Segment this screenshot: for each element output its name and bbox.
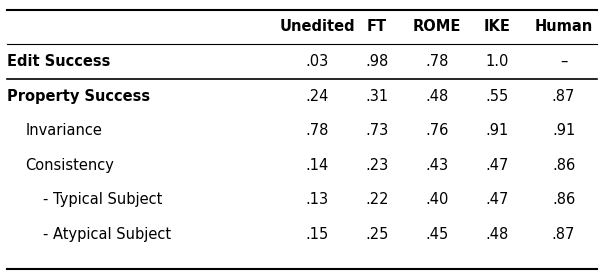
Text: .24: .24 [306,89,329,104]
Text: .14: .14 [306,158,329,173]
Text: Human: Human [535,19,593,34]
Text: ROME: ROME [413,19,461,34]
Text: .87: .87 [552,227,575,242]
Text: - Atypical Subject: - Atypical Subject [43,227,172,242]
Text: Property Success: Property Success [7,89,150,104]
Text: .48: .48 [486,227,509,242]
Text: .25: .25 [365,227,389,242]
Text: .76: .76 [426,123,449,138]
Text: .03: .03 [306,54,329,69]
Text: Edit Success: Edit Success [7,54,111,69]
Text: .31: .31 [365,89,389,104]
Text: Unedited: Unedited [279,19,355,34]
Text: Consistency: Consistency [25,158,114,173]
Text: .47: .47 [486,192,509,208]
Text: .91: .91 [552,123,575,138]
Text: .22: .22 [365,192,389,208]
Text: –: – [560,54,567,69]
Text: .87: .87 [552,89,575,104]
Text: Invariance: Invariance [25,123,102,138]
Text: .86: .86 [552,158,575,173]
Text: FT: FT [367,19,387,34]
Text: 1.0: 1.0 [486,54,509,69]
Text: .91: .91 [486,123,509,138]
Text: IKE: IKE [484,19,511,34]
Text: .45: .45 [426,227,449,242]
Text: .73: .73 [365,123,389,138]
Text: .98: .98 [365,54,389,69]
Text: .48: .48 [426,89,449,104]
Text: .13: .13 [306,192,329,208]
Text: .47: .47 [486,158,509,173]
Text: .23: .23 [365,158,389,173]
Text: .55: .55 [486,89,509,104]
Text: - Typical Subject: - Typical Subject [43,192,163,208]
Text: .43: .43 [426,158,449,173]
Text: .78: .78 [426,54,449,69]
Text: .86: .86 [552,192,575,208]
Text: .40: .40 [426,192,449,208]
Text: .78: .78 [306,123,329,138]
Text: .15: .15 [306,227,329,242]
